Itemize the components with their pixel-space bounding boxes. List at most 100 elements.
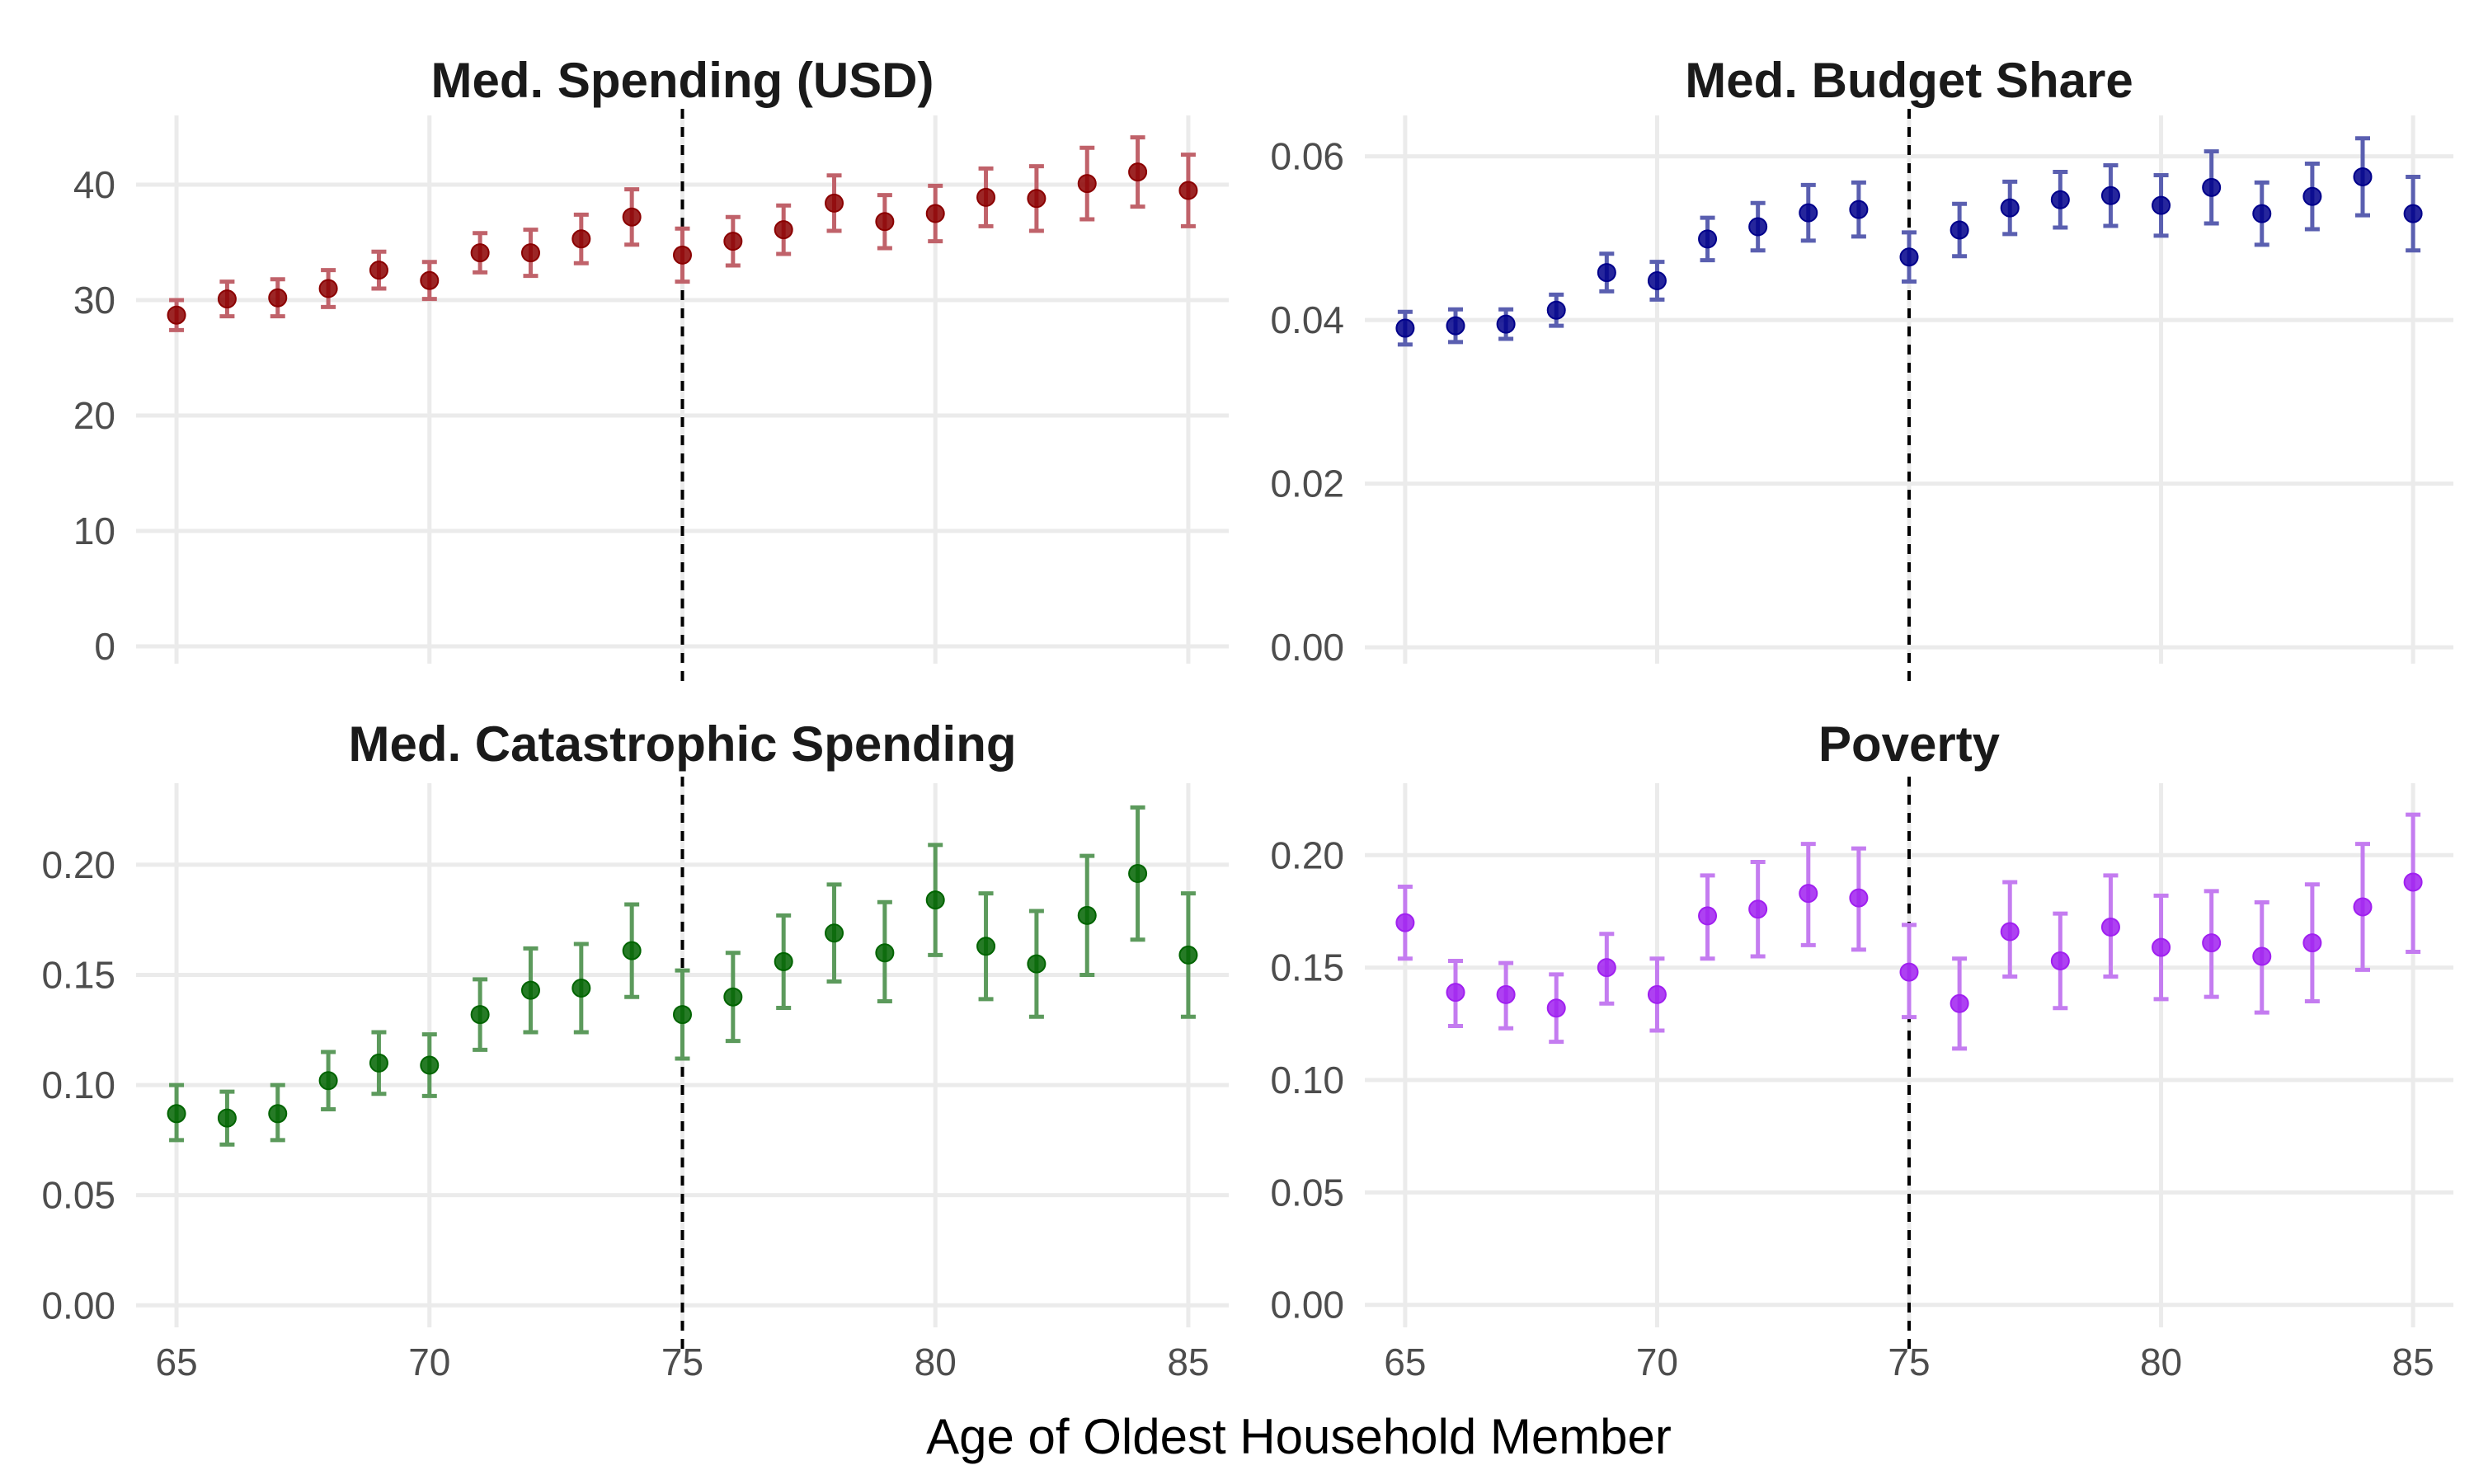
- data-point: [2000, 198, 2020, 218]
- data-point: [1647, 984, 1667, 1004]
- data-point: [520, 980, 540, 1000]
- data-point: [268, 1104, 288, 1124]
- data-point: [520, 243, 540, 263]
- data-point: [825, 923, 844, 943]
- data-point: [1496, 984, 1516, 1004]
- data-point: [318, 1071, 338, 1091]
- y-tick-label: 0.04: [1270, 298, 1344, 341]
- panel-med-budget-share: 0.00 0.02 0.04 0.06 Med. Budget Share: [1270, 53, 2453, 687]
- data-point: [1799, 203, 1818, 223]
- data-point: [622, 941, 642, 960]
- data-point: [622, 207, 642, 227]
- data-point: [1446, 983, 1465, 1003]
- data-point: [2050, 951, 2070, 970]
- x-tick-label: 65: [1384, 1341, 1426, 1383]
- data-point: [1446, 316, 1465, 336]
- panel-title: Med. Catastrophic Spending: [348, 716, 1016, 772]
- data-point: [1546, 300, 1566, 320]
- panel-title: Med. Budget Share: [1685, 53, 2133, 108]
- data-point: [1077, 174, 1097, 194]
- data-point: [268, 288, 288, 308]
- data-point: [2050, 190, 2070, 209]
- panel-med-spending: 0 10 20 30 40 Med. Spending (USD): [73, 53, 1229, 687]
- data-point: [369, 1053, 388, 1073]
- data-point: [369, 261, 388, 280]
- data-point: [1899, 962, 1919, 982]
- x-tick-label: 85: [1167, 1341, 1209, 1383]
- data-point: [571, 979, 591, 998]
- x-axis-title: Age of Oldest Household Member: [926, 1409, 1672, 1464]
- data-point: [470, 1005, 490, 1025]
- data-point: [2353, 167, 2373, 186]
- data-point: [2252, 204, 2272, 223]
- data-point: [1748, 217, 1768, 237]
- data-point: [217, 1108, 237, 1128]
- data-point: [1647, 270, 1667, 290]
- data-point: [2353, 897, 2373, 917]
- data-point: [673, 1005, 692, 1025]
- data-point: [925, 890, 945, 910]
- data-point: [1178, 181, 1198, 200]
- x-tick-label: 65: [155, 1341, 197, 1383]
- data-point: [2100, 918, 2120, 937]
- y-tick-label: 30: [73, 279, 115, 322]
- data-point: [420, 270, 440, 290]
- y-tick-label: 0.02: [1270, 463, 1344, 505]
- data-point: [875, 943, 895, 963]
- data-point: [774, 951, 793, 971]
- y-tick-label: 0: [94, 625, 115, 668]
- y-tick-label: 0.10: [41, 1064, 115, 1106]
- data-point: [1849, 200, 1869, 219]
- data-point: [723, 987, 743, 1007]
- data-point: [1849, 888, 1869, 908]
- data-point: [2403, 204, 2423, 223]
- y-tick-label: 20: [73, 394, 115, 437]
- data-point: [1899, 247, 1919, 267]
- data-point: [1950, 220, 1969, 240]
- y-tick-label: 0.20: [41, 843, 115, 886]
- data-point: [2403, 872, 2423, 892]
- data-point: [2000, 922, 2020, 942]
- data-point: [1799, 884, 1818, 904]
- data-point: [1698, 906, 1718, 926]
- data-point: [825, 193, 844, 213]
- data-point: [470, 243, 490, 263]
- data-point: [976, 937, 996, 956]
- data-point: [1077, 905, 1097, 925]
- y-tick-label: 0.20: [1270, 834, 1344, 876]
- y-tick-label: 0.05: [1270, 1171, 1344, 1214]
- data-point: [1178, 945, 1198, 965]
- data-point: [2152, 195, 2171, 215]
- data-point: [875, 212, 895, 232]
- data-point: [673, 245, 692, 265]
- data-point: [1546, 998, 1566, 1018]
- data-point: [1950, 993, 1969, 1013]
- y-tick-label: 40: [73, 163, 115, 206]
- data-point: [2202, 933, 2222, 953]
- data-point: [2302, 933, 2322, 953]
- data-point: [2252, 946, 2272, 966]
- panel-title: Med. Spending (USD): [431, 53, 934, 108]
- data-point: [925, 204, 945, 223]
- data-point: [571, 229, 591, 249]
- data-point: [1027, 954, 1047, 974]
- data-point: [1698, 229, 1718, 249]
- data-point: [2100, 186, 2120, 205]
- y-tick-label: 0.00: [41, 1284, 115, 1327]
- y-tick-label: 0.05: [41, 1174, 115, 1217]
- y-tick-label: 0.06: [1270, 135, 1344, 178]
- x-tick-label: 80: [2140, 1341, 2182, 1383]
- data-point: [1395, 318, 1415, 338]
- data-point: [1128, 162, 1148, 182]
- data-point: [976, 187, 996, 207]
- y-tick-label: 0.00: [1270, 1284, 1344, 1327]
- data-point: [420, 1055, 440, 1075]
- x-tick-label: 85: [2392, 1341, 2434, 1383]
- data-point: [1496, 314, 1516, 334]
- data-point: [1128, 864, 1148, 884]
- y-tick-label: 0.15: [1270, 946, 1344, 989]
- data-point: [1748, 899, 1768, 919]
- x-tick-label: 80: [915, 1341, 957, 1383]
